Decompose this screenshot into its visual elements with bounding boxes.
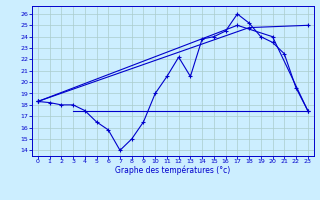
X-axis label: Graphe des températures (°c): Graphe des températures (°c) [115,166,230,175]
